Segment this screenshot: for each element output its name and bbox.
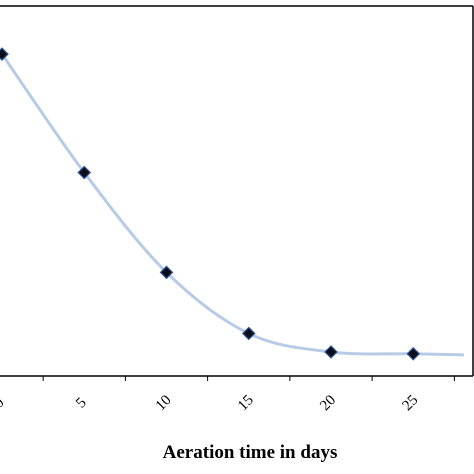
x-tick-label-20: 20 (317, 392, 339, 414)
series-line (0, 52, 465, 357)
data-point-0 (0, 47, 9, 61)
x-tick-label-0: 0 (0, 395, 7, 412)
plot-frame (0, 5, 474, 377)
x-tick-label-15: 15 (235, 392, 257, 414)
data-point-5 (77, 165, 92, 180)
series-markers (0, 47, 421, 361)
x-axis-tick-labels: 0 5 10 15 20 25 (0, 392, 421, 414)
x-axis-title: Aeration time in days (163, 442, 338, 463)
x-axis-ticks (42, 376, 455, 381)
series-lines (0, 52, 465, 357)
x-tick-label-5: 5 (73, 395, 90, 412)
data-point-10 (159, 265, 174, 280)
data-point-15 (241, 326, 256, 341)
x-tick-label-10: 10 (153, 392, 175, 414)
x-tick-label-25: 25 (399, 392, 421, 414)
data-point-20 (324, 345, 338, 359)
data-point-25 (406, 346, 421, 361)
